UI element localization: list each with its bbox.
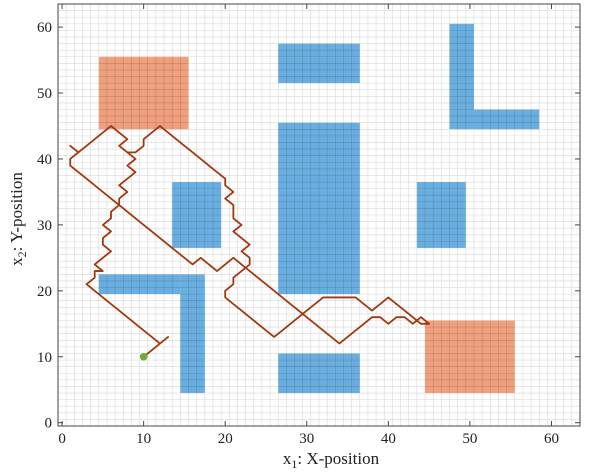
- axes-frame: [57, 3, 581, 427]
- obstacle-region: [180, 274, 205, 394]
- obstacle-region: [278, 122, 360, 295]
- y-tick-label: 40: [37, 152, 52, 168]
- x-tick-label: 10: [136, 431, 151, 447]
- path-series: [69, 125, 431, 361]
- x-tick-label: 0: [58, 431, 66, 447]
- plot-frame: [57, 3, 581, 427]
- x-tick-label: 60: [544, 431, 559, 447]
- obstacle-region: [278, 43, 360, 84]
- goal-region: [98, 56, 189, 130]
- obstacle-region: [449, 23, 474, 130]
- x-tick-label: 30: [299, 431, 314, 447]
- obstacle-region: [278, 353, 360, 394]
- y-tick-label: 0: [45, 416, 53, 432]
- y-tick-label: 50: [37, 86, 52, 102]
- goal-region: [425, 320, 515, 394]
- tick-labels: 0 10 20 30 40 50 60 0 10 20 30 40 50 60: [37, 20, 559, 447]
- obstacle-region: [416, 182, 466, 248]
- x-tick-label: 40: [381, 431, 396, 447]
- y-tick-label: 20: [37, 284, 52, 300]
- obstacle-region: [172, 182, 222, 248]
- y-tick-label: 60: [37, 20, 52, 36]
- x-axis-label: x1: X-position: [283, 449, 380, 471]
- y-tick-label: 30: [37, 218, 52, 234]
- y-tick-label: 10: [37, 350, 52, 366]
- trajectory-line: [69, 125, 431, 358]
- start-point: [139, 352, 148, 361]
- obstacle-region: [473, 109, 540, 130]
- y-axis-label: x2: Y-position: [7, 172, 29, 266]
- x-tick-label: 50: [462, 431, 477, 447]
- map-regions: [98, 23, 540, 394]
- region-grid-lines: [98, 23, 540, 394]
- obstacle-region: [98, 274, 181, 295]
- x-tick-label: 20: [218, 431, 233, 447]
